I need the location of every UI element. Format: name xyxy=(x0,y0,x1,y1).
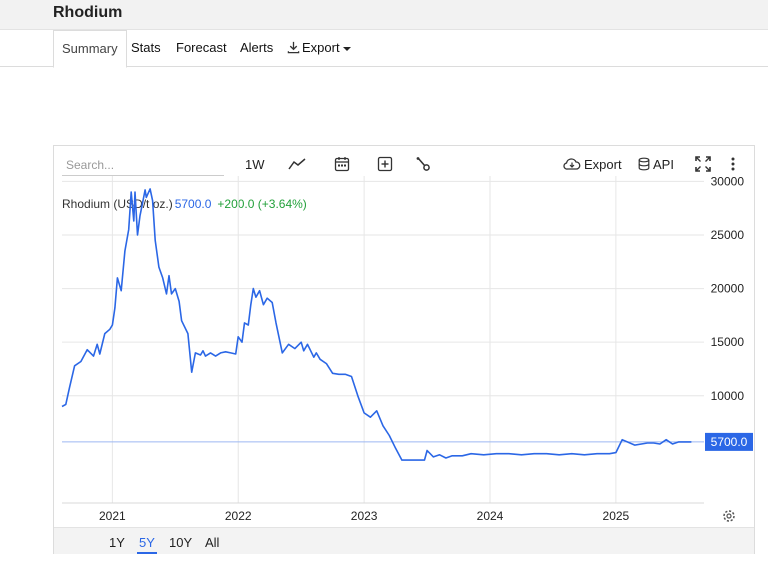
fullscreen-button[interactable] xyxy=(695,154,711,174)
tab-bar: Summary Stats Forecast Alerts Export xyxy=(0,30,768,68)
database-icon xyxy=(638,157,650,171)
cloud-download-icon xyxy=(563,158,581,170)
tab-export[interactable]: Export xyxy=(287,40,351,55)
x-tick-label: 2021 xyxy=(99,509,126,523)
price-series-line xyxy=(61,188,692,461)
chart-panel: 1W Export API Rhodium (USD/t oz.)5700.0+… xyxy=(53,145,755,554)
price-chart[interactable]: 30000 25000 20000 15000 10000 2021 2022 2023 202… xyxy=(54,146,754,526)
tab-alerts[interactable]: Alerts xyxy=(240,40,274,55)
api-label: API xyxy=(653,156,674,172)
more-menu-button[interactable] xyxy=(730,154,736,174)
tab-stats[interactable]: Stats xyxy=(131,40,161,55)
tab-forecast[interactable]: Forecast xyxy=(176,40,227,55)
x-tick-label: 2022 xyxy=(225,509,252,523)
legend-price: 5700.0 xyxy=(174,197,212,211)
x-tick-label: 2025 xyxy=(603,509,630,523)
line-chart-icon xyxy=(288,158,306,170)
wrench-icon xyxy=(416,157,430,171)
calendar-icon xyxy=(334,157,350,172)
y-tick-label: 25000 xyxy=(711,228,745,242)
settings-tools-button[interactable] xyxy=(415,154,431,174)
page-title: Rhodium xyxy=(53,4,123,21)
date-range-button[interactable] xyxy=(334,154,350,174)
y-tick-label: 20000 xyxy=(711,282,745,296)
legend-series-name: Rhodium (USD/t oz.) xyxy=(62,197,173,211)
chart-type-button[interactable] xyxy=(288,154,306,174)
legend-change: +200.0 (+3.64%) xyxy=(217,197,307,211)
fullscreen-icon xyxy=(695,156,711,172)
last-price-tag xyxy=(705,432,753,451)
y-tick-label: 30000 xyxy=(711,174,745,188)
chevron-down-icon xyxy=(342,46,351,51)
export-label: Export xyxy=(584,156,622,172)
x-tick-label: 2024 xyxy=(477,509,504,523)
search-input[interactable] xyxy=(62,154,224,176)
export-button[interactable]: Export xyxy=(563,154,622,174)
tab-export-label: Export xyxy=(302,40,340,55)
y-tick-label: 15000 xyxy=(711,335,745,349)
range-all[interactable]: All xyxy=(205,535,220,550)
api-button[interactable]: API xyxy=(638,154,674,174)
compare-button[interactable] xyxy=(377,154,393,174)
range-10y[interactable]: 10Y xyxy=(169,535,193,550)
plus-box-icon xyxy=(377,156,393,172)
range-5y[interactable]: 5Y xyxy=(137,535,157,554)
range-1y[interactable]: 1Y xyxy=(109,535,125,550)
app-header: Rhodium xyxy=(0,0,768,30)
tab-summary[interactable]: Summary xyxy=(53,30,127,68)
chart-legend: Rhodium (USD/t oz.) 5700.0 +200.0 (+3.64%) xyxy=(62,197,307,211)
download-icon xyxy=(287,41,300,54)
interval-button[interactable]: 1W xyxy=(245,156,265,172)
x-tick-label: 2023 xyxy=(351,509,378,523)
more-vertical-icon xyxy=(731,157,735,171)
last-price-label: 5700.0 xyxy=(711,435,748,449)
range-selector: 1Y 5Y 10Y All xyxy=(54,527,754,554)
y-tick-label: 10000 xyxy=(711,389,745,403)
axis-settings-gear-icon[interactable] xyxy=(723,510,735,522)
